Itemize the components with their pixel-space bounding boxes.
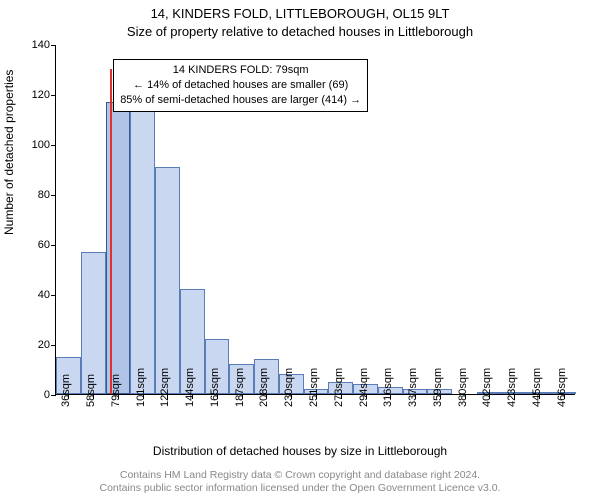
ytick-mark bbox=[51, 345, 56, 346]
ytick-mark bbox=[51, 145, 56, 146]
annotation-box: 14 KINDERS FOLD: 79sqm← 14% of detached … bbox=[113, 59, 368, 112]
histogram-bar bbox=[130, 102, 155, 395]
ytick-label: 20 bbox=[38, 339, 50, 351]
footer-text: Contains HM Land Registry data © Crown c… bbox=[0, 469, 600, 496]
histogram-bar bbox=[81, 252, 106, 395]
y-axis-label: Number of detached properties bbox=[2, 70, 16, 235]
x-axis-label: Distribution of detached houses by size … bbox=[0, 444, 600, 458]
chart-title-1: 14, KINDERS FOLD, LITTLEBOROUGH, OL15 9L… bbox=[0, 6, 600, 21]
histogram-bar bbox=[155, 167, 180, 395]
marker-line bbox=[110, 69, 112, 395]
ytick-label: 80 bbox=[38, 189, 50, 201]
ytick-mark bbox=[51, 295, 56, 296]
ytick-label: 40 bbox=[38, 289, 50, 301]
plot-area: 02040608010012014036sqm58sqm79sqm101sqm1… bbox=[55, 45, 575, 395]
ytick-label: 140 bbox=[32, 39, 50, 51]
ytick-label: 100 bbox=[32, 139, 50, 151]
ytick-mark bbox=[51, 45, 56, 46]
ytick-label: 60 bbox=[38, 239, 50, 251]
ytick-mark bbox=[51, 195, 56, 196]
ytick-mark bbox=[51, 245, 56, 246]
ytick-label: 120 bbox=[32, 89, 50, 101]
ytick-label: 0 bbox=[44, 389, 50, 401]
ytick-mark bbox=[51, 95, 56, 96]
ytick-mark bbox=[51, 395, 56, 396]
chart-title-2: Size of property relative to detached ho… bbox=[0, 24, 600, 39]
